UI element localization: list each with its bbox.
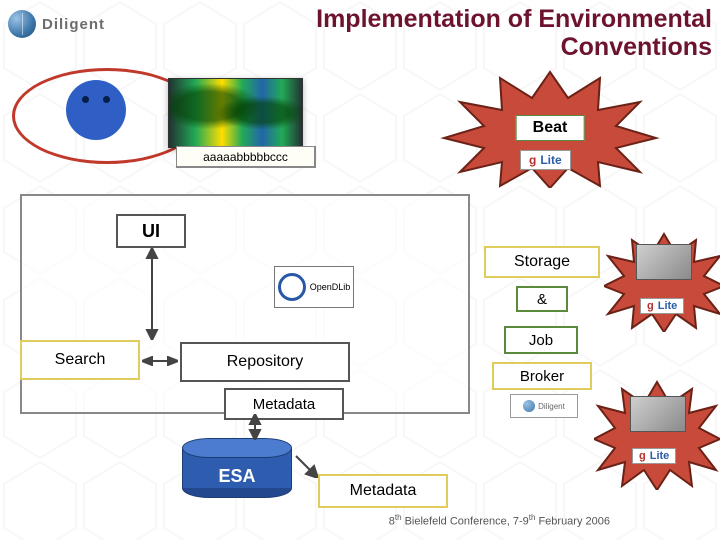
search-box: Search	[20, 340, 140, 380]
esa-label: ESA	[182, 466, 292, 487]
satellite-map-icon	[168, 78, 303, 148]
opendlib-logo: OpenDLib	[274, 266, 354, 308]
diligent-chip-text: Diligent	[538, 402, 565, 411]
job-box: Job	[504, 326, 578, 354]
beat-burst: Beat	[440, 68, 660, 188]
thumbnail-icon	[636, 244, 692, 280]
storage-box: Storage	[484, 246, 600, 278]
compute-burst-1	[604, 232, 720, 332]
metadata-box-bottom: Metadata	[318, 474, 448, 508]
footer-text: 8th Bielefeld Conference, 7-9th February…	[389, 513, 610, 528]
metadata-box: Metadata	[224, 388, 344, 420]
glite-chip-r1: gLite	[640, 298, 684, 314]
broker-box: Broker	[492, 362, 592, 390]
beat-label: Beat	[516, 115, 585, 141]
architecture-container: UI OpenDLib Search Repository Metadata	[20, 194, 470, 414]
glite-lite: Lite	[540, 153, 561, 167]
glite-g: g	[529, 153, 536, 167]
diligent-chip: Diligent	[510, 394, 578, 418]
code-sample-box: aaaaabbbbbccc	[176, 146, 316, 168]
brand-logo: Diligent	[8, 10, 105, 38]
arrow-icon	[248, 414, 262, 440]
glite-chip-top: g Lite	[520, 150, 571, 170]
compute-burst-2	[594, 380, 720, 490]
glite-chip-r2: gLite	[632, 448, 676, 464]
brand-name: Diligent	[42, 16, 105, 33]
arrow-icon	[294, 454, 318, 478]
page-title: Implementation of Environmental Conventi…	[170, 6, 712, 61]
thumbnail-icon	[630, 396, 686, 432]
ui-box: UI	[116, 214, 186, 248]
ampersand-box: &	[516, 286, 568, 312]
repository-box: Repository	[180, 342, 350, 382]
opendlib-label: OpenDLib	[310, 282, 351, 292]
esa-cylinder: ESA	[182, 438, 292, 498]
logo-sphere-icon	[8, 10, 36, 38]
